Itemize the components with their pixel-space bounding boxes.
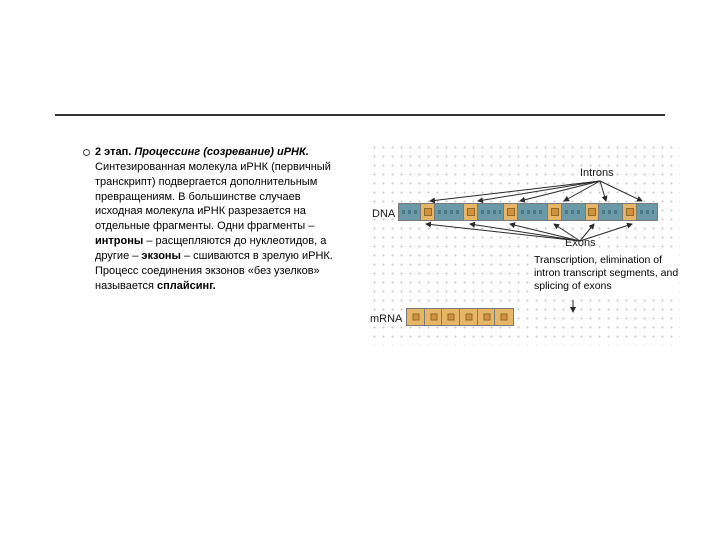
- body-1: Синтезированная молекула иРНК (первичный…: [95, 161, 331, 232]
- dna-segment-intron: [478, 204, 504, 220]
- dna-segment-intron: [637, 204, 657, 220]
- dna-segment-exon: [421, 204, 435, 220]
- mrna-segment-exon: [495, 309, 513, 325]
- introns-term: интроны: [95, 235, 143, 247]
- dna-segment-intron: [562, 204, 586, 220]
- label-introns: Introns: [580, 167, 614, 179]
- dna-segment-exon: [548, 204, 562, 220]
- mrna-strand: [406, 308, 514, 326]
- dna-segment-exon: [586, 204, 600, 220]
- title-tail: иРНК.: [274, 146, 309, 158]
- mrna-segment-exon: [425, 309, 443, 325]
- mrna-segment-exon: [407, 309, 425, 325]
- exons-term: экзоны: [141, 250, 181, 262]
- diagram-caption: Transcription, elimination of intron tra…: [534, 252, 679, 295]
- text-column: 2 этап. Процессинг (созревание) иРНК. Си…: [95, 145, 350, 345]
- dna-segment-intron: [399, 204, 421, 220]
- label-mrna: mRNA: [370, 313, 402, 325]
- label-exons: Exons: [565, 237, 596, 249]
- dna-segment-intron: [599, 204, 623, 220]
- dna-segment-exon: [623, 204, 637, 220]
- stage-prefix: 2 этап.: [95, 146, 134, 158]
- bullet-icon: [83, 149, 90, 156]
- mrna-segment-exon: [442, 309, 460, 325]
- dna-strand: [398, 203, 658, 221]
- mrna-segment-exon: [478, 309, 496, 325]
- diagram-column: Introns DNA Exons mRNA Transcription, el…: [370, 145, 680, 345]
- label-dna: DNA: [372, 208, 395, 220]
- title-bold: Процессинг: [134, 146, 203, 158]
- splicing-term: сплайсинг.: [157, 280, 216, 292]
- dna-segment-intron: [435, 204, 465, 220]
- mrna-segment-exon: [460, 309, 478, 325]
- dna-segment-exon: [464, 204, 478, 220]
- horizontal-divider: [55, 114, 665, 116]
- main-paragraph: 2 этап. Процессинг (созревание) иРНК. Си…: [95, 145, 350, 293]
- title-italic: (созревание): [203, 146, 274, 158]
- content-wrapper: 2 этап. Процессинг (созревание) иРНК. Си…: [95, 145, 670, 345]
- dna-segment-exon: [504, 204, 518, 220]
- dna-segment-intron: [518, 204, 548, 220]
